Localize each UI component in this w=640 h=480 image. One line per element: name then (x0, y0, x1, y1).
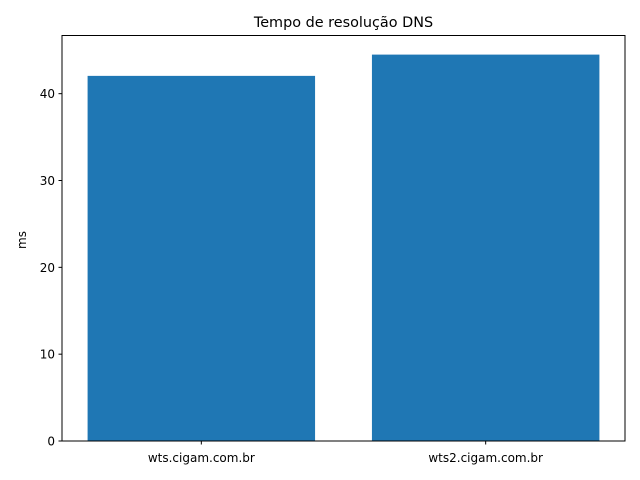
y-tick-label: 20 (40, 261, 55, 275)
plot-frame (61, 35, 626, 442)
bar-0 (87, 75, 316, 441)
y-tick-label: 0 (47, 435, 55, 449)
y-tick-label: 40 (40, 87, 55, 101)
y-axis-label: ms (15, 231, 29, 249)
x-tick-label: wts.cigam.com.br (148, 451, 255, 465)
y-tick-label: 30 (40, 174, 55, 188)
y-tick-label: 10 (40, 348, 55, 362)
chart-title: Tempo de resolução DNS (253, 15, 433, 31)
bar-1 (371, 54, 600, 441)
x-tick-label: wts2.cigam.com.br (428, 451, 543, 465)
